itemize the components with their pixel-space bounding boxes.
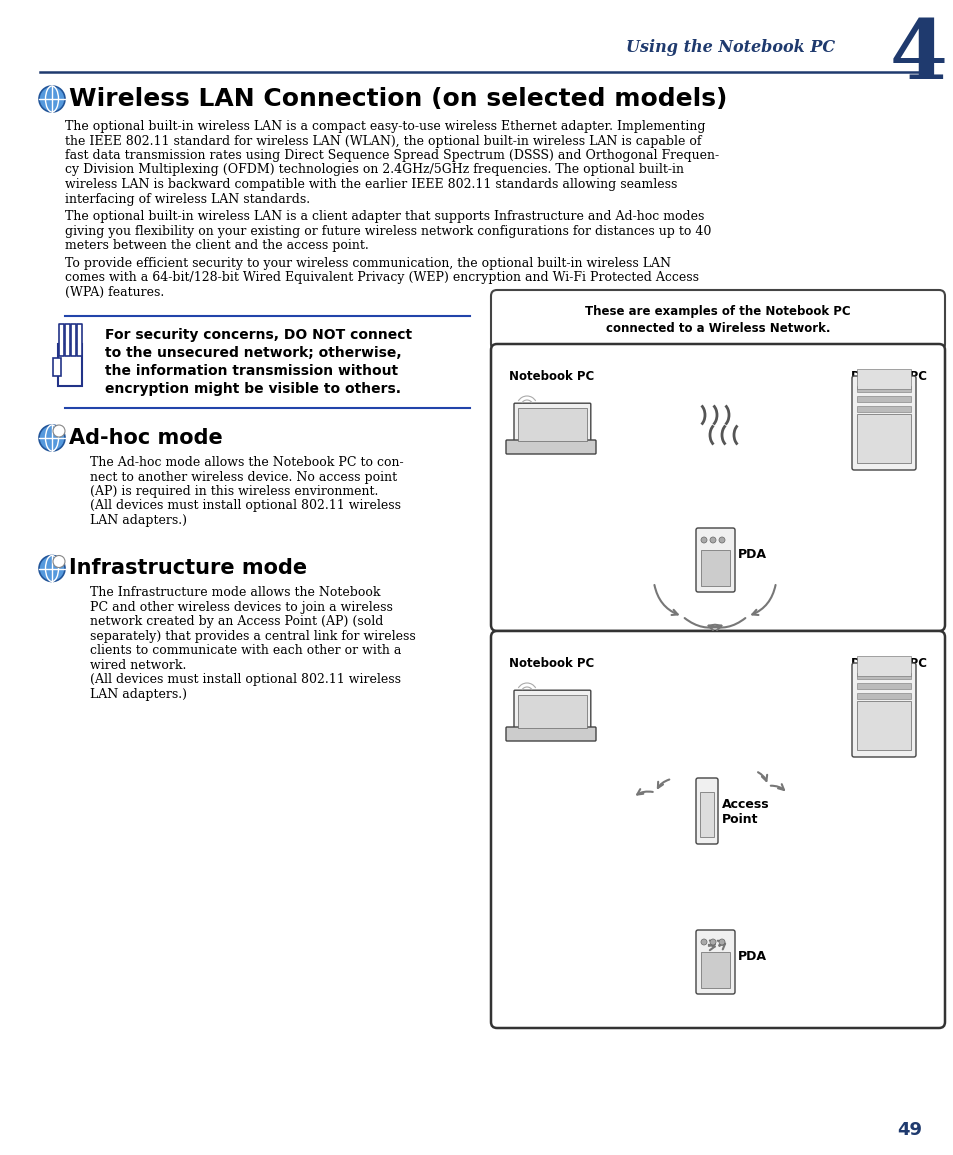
- Circle shape: [709, 537, 716, 543]
- Text: PC and other wireless devices to join a wireless: PC and other wireless devices to join a …: [90, 601, 393, 614]
- Text: To provide efficient security to your wireless communication, the optional built: To provide efficient security to your wi…: [65, 256, 670, 269]
- Text: separately) that provides a central link for wireless: separately) that provides a central link…: [90, 629, 416, 643]
- Bar: [65, 325, 70, 356]
- Circle shape: [39, 425, 65, 450]
- Bar: [856, 386, 910, 393]
- Text: the information transmission without: the information transmission without: [105, 364, 397, 378]
- Text: The Ad-hoc mode allows the Notebook PC to con-: The Ad-hoc mode allows the Notebook PC t…: [90, 456, 403, 469]
- Bar: [856, 673, 910, 679]
- Text: clients to communicate with each other or with a: clients to communicate with each other o…: [90, 644, 401, 657]
- Text: 4: 4: [889, 16, 947, 96]
- Text: interfacing of wireless LAN standards.: interfacing of wireless LAN standards.: [65, 193, 310, 206]
- FancyBboxPatch shape: [505, 440, 596, 454]
- Bar: [517, 695, 586, 728]
- Bar: [700, 792, 713, 837]
- Text: Notebook PC: Notebook PC: [509, 657, 594, 670]
- Bar: [517, 408, 586, 441]
- Text: wireless LAN is backward compatible with the earlier IEEE 802.11 standards allow: wireless LAN is backward compatible with…: [65, 178, 677, 191]
- Bar: [53, 358, 61, 377]
- Text: meters between the client and the access point.: meters between the client and the access…: [65, 239, 369, 252]
- Text: giving you flexibility on your existing or future wireless network configuration: giving you flexibility on your existing …: [65, 224, 711, 238]
- Text: comes with a 64-bit/128-bit Wired Equivalent Privacy (WEP) encryption and Wi-Fi : comes with a 64-bit/128-bit Wired Equiva…: [65, 271, 699, 284]
- Circle shape: [719, 939, 724, 945]
- Bar: [700, 952, 729, 988]
- FancyBboxPatch shape: [491, 631, 944, 1028]
- Text: The optional built-in wireless LAN is a compact easy-to-use wireless Ethernet ad: The optional built-in wireless LAN is a …: [65, 120, 705, 133]
- Text: cy Division Multiplexing (OFDM) technologies on 2.4GHz/5GHz frequencies. The opt: cy Division Multiplexing (OFDM) technolo…: [65, 164, 683, 177]
- Text: For security concerns, DO NOT connect: For security concerns, DO NOT connect: [105, 328, 412, 342]
- FancyBboxPatch shape: [696, 930, 734, 994]
- Text: Desktop PC: Desktop PC: [850, 370, 926, 383]
- Bar: [856, 656, 910, 676]
- FancyBboxPatch shape: [851, 663, 915, 757]
- Text: PDA: PDA: [738, 951, 766, 963]
- Text: wired network.: wired network.: [90, 660, 186, 672]
- Bar: [856, 368, 910, 389]
- FancyBboxPatch shape: [514, 691, 590, 733]
- Circle shape: [700, 939, 706, 945]
- Bar: [856, 693, 910, 699]
- Text: (All devices must install optional 802.11 wireless: (All devices must install optional 802.1…: [90, 499, 400, 513]
- Text: Access
Point: Access Point: [721, 798, 769, 826]
- Text: The Infrastructure mode allows the Notebook: The Infrastructure mode allows the Noteb…: [90, 587, 380, 599]
- Text: nect to another wireless device. No access point: nect to another wireless device. No acce…: [90, 470, 396, 484]
- FancyBboxPatch shape: [851, 377, 915, 470]
- Text: Wireless LAN Connection (on selected models): Wireless LAN Connection (on selected mod…: [69, 87, 726, 111]
- FancyBboxPatch shape: [696, 528, 734, 593]
- Text: Using the Notebook PC: Using the Notebook PC: [625, 39, 834, 57]
- Text: Desktop PC: Desktop PC: [850, 657, 926, 670]
- Text: fast data transmission rates using Direct Sequence Spread Spectrum (DSSS) and Or: fast data transmission rates using Direc…: [65, 149, 719, 162]
- Bar: [71, 325, 76, 356]
- Bar: [856, 407, 910, 412]
- Text: to the unsecured network; otherwise,: to the unsecured network; otherwise,: [105, 346, 401, 360]
- Text: the IEEE 802.11 standard for wireless LAN (WLAN), the optional built-in wireless: the IEEE 802.11 standard for wireless LA…: [65, 134, 700, 148]
- Circle shape: [719, 537, 724, 543]
- Text: LAN adapters.): LAN adapters.): [90, 514, 187, 527]
- FancyBboxPatch shape: [505, 726, 596, 742]
- Bar: [856, 396, 910, 402]
- Bar: [856, 684, 910, 690]
- Text: (AP) is required in this wireless environment.: (AP) is required in this wireless enviro…: [90, 485, 378, 498]
- Bar: [77, 325, 82, 356]
- Bar: [59, 325, 64, 356]
- Text: Access
Point: Access Point: [721, 810, 726, 812]
- Bar: [700, 550, 729, 586]
- Text: (WPA) features.: (WPA) features.: [65, 285, 164, 298]
- Text: Ad-hoc mode: Ad-hoc mode: [69, 429, 222, 448]
- FancyBboxPatch shape: [514, 403, 590, 446]
- Circle shape: [53, 425, 65, 437]
- Circle shape: [53, 556, 65, 567]
- FancyBboxPatch shape: [696, 778, 718, 844]
- Circle shape: [39, 556, 65, 581]
- Text: The optional built-in wireless LAN is a client adapter that supports Infrastruct: The optional built-in wireless LAN is a …: [65, 210, 703, 223]
- FancyBboxPatch shape: [491, 344, 944, 631]
- Text: PDA: PDA: [738, 549, 766, 561]
- Text: Notebook PC: Notebook PC: [509, 370, 594, 383]
- Bar: [856, 700, 910, 750]
- Text: These are examples of the Notebook PC
connected to a Wireless Network.: These are examples of the Notebook PC co…: [584, 305, 850, 335]
- Text: network created by an Access Point (AP) (sold: network created by an Access Point (AP) …: [90, 616, 383, 628]
- Text: (All devices must install optional 802.11 wireless: (All devices must install optional 802.1…: [90, 673, 400, 686]
- Text: 49: 49: [897, 1122, 922, 1139]
- Text: LAN adapters.): LAN adapters.): [90, 688, 187, 701]
- FancyBboxPatch shape: [491, 290, 944, 350]
- Circle shape: [700, 537, 706, 543]
- Bar: [58, 344, 82, 386]
- Text: encryption might be visible to others.: encryption might be visible to others.: [105, 382, 400, 396]
- Circle shape: [39, 85, 65, 112]
- Circle shape: [709, 939, 716, 945]
- Text: Infrastructure mode: Infrastructure mode: [69, 559, 307, 579]
- Bar: [856, 413, 910, 463]
